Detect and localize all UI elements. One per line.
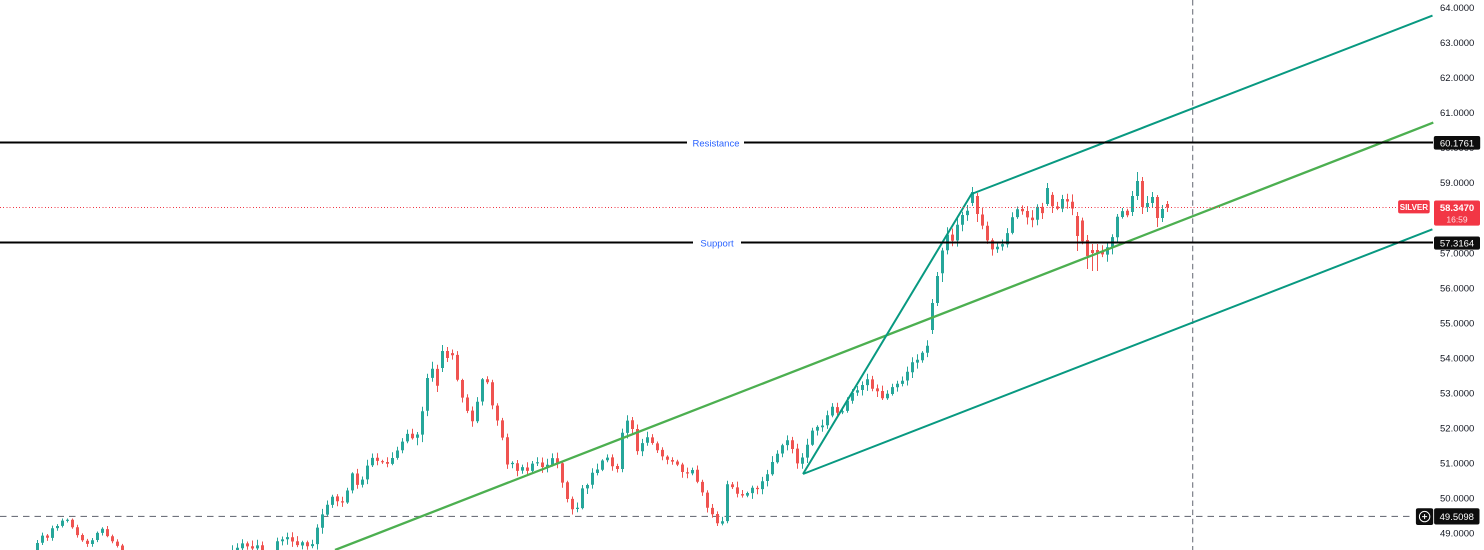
svg-text:Support: Support	[700, 238, 734, 249]
svg-text:49.5098: 49.5098	[1440, 512, 1474, 523]
svg-text:62.0000: 62.0000	[1440, 73, 1474, 84]
svg-text:16:59: 16:59	[1446, 215, 1468, 225]
svg-text:58.3470: 58.3470	[1440, 203, 1474, 214]
svg-text:60.1761: 60.1761	[1440, 138, 1474, 149]
svg-text:64.0000: 64.0000	[1440, 3, 1474, 14]
svg-text:50.0000: 50.0000	[1440, 494, 1474, 505]
svg-text:51.0000: 51.0000	[1440, 459, 1474, 470]
svg-text:53.0000: 53.0000	[1440, 388, 1474, 399]
svg-text:63.0000: 63.0000	[1440, 38, 1474, 49]
svg-text:Resistance: Resistance	[693, 138, 740, 149]
svg-text:57.0000: 57.0000	[1440, 248, 1474, 259]
svg-text:61.0000: 61.0000	[1440, 108, 1474, 119]
svg-text:55.0000: 55.0000	[1440, 318, 1474, 329]
svg-text:59.0000: 59.0000	[1440, 178, 1474, 189]
svg-text:57.3164: 57.3164	[1440, 239, 1474, 250]
svg-text:49.0000: 49.0000	[1440, 529, 1474, 540]
svg-text:54.0000: 54.0000	[1440, 353, 1474, 364]
svg-text:56.0000: 56.0000	[1440, 283, 1474, 294]
svg-text:52.0000: 52.0000	[1440, 424, 1474, 435]
svg-text:SILVER: SILVER	[1400, 203, 1429, 212]
